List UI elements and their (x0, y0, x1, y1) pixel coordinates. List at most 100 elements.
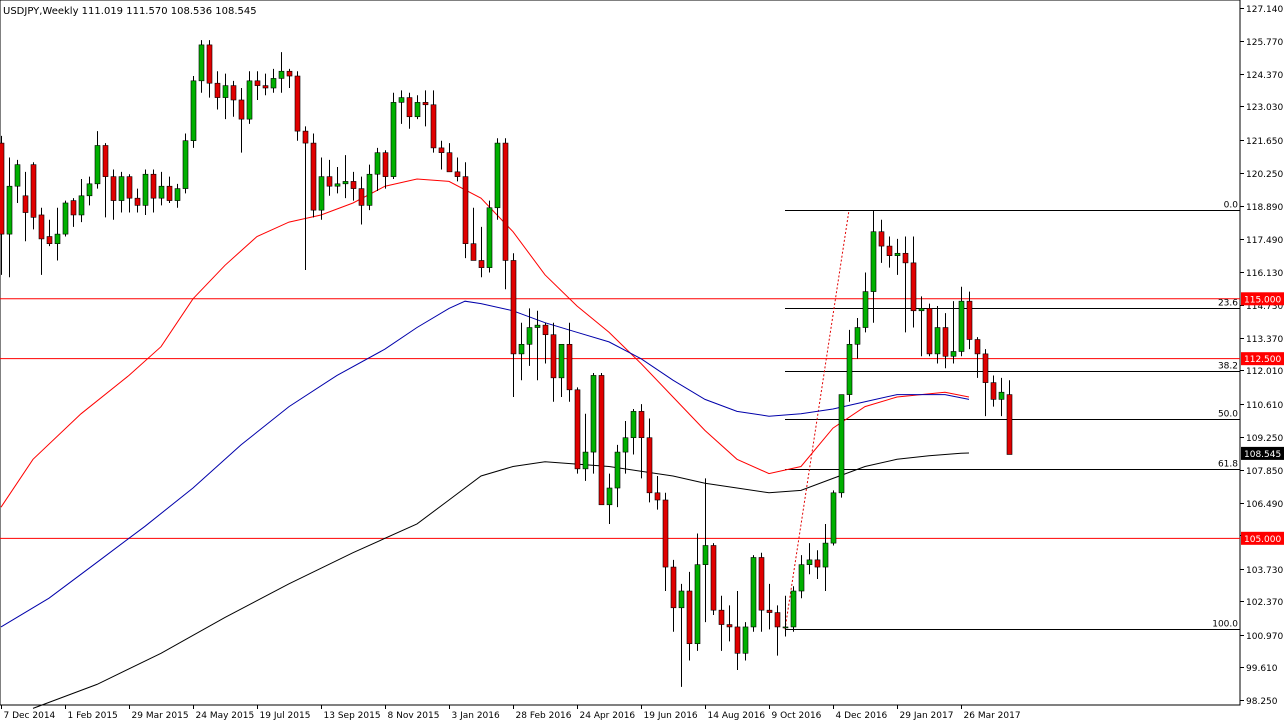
y-tick-label: 124.370 (1246, 71, 1283, 81)
candle-body (998, 391, 1005, 400)
time-axis: 7 Dec 2014 1 Feb 2015 29 Mar 2015 24 May 20… (1, 705, 1021, 721)
candle-body (326, 176, 333, 187)
candle-body (358, 188, 365, 206)
candle-body (318, 176, 325, 211)
y-tick-label: 103.730 (1246, 566, 1283, 576)
plot-frame (0, 0, 1241, 706)
candle-body (38, 214, 45, 240)
candle-body (846, 343, 853, 395)
y-tick-label: 117.490 (1246, 236, 1283, 246)
candle-body (630, 411, 637, 439)
x-tick-label: 26 Mar 2017 (964, 711, 1021, 721)
candle-body (374, 152, 381, 175)
x-tick-label: 14 Aug 2016 (708, 711, 766, 721)
candle-body (862, 291, 869, 328)
fib-level-label: 61.8 (1218, 460, 1238, 470)
candle-body (30, 164, 37, 218)
candle-body (238, 99, 245, 120)
candle-body (390, 102, 397, 177)
fib-trend-line (784, 210, 850, 630)
fib-level-label: 50.0 (1218, 410, 1238, 420)
candle-body (646, 437, 653, 494)
y-tick-label: 98.250 (1246, 697, 1278, 707)
x-tick-label: 4 Dec 2016 (836, 711, 888, 721)
candle-body (542, 324, 549, 336)
candle-body (798, 564, 805, 592)
y-tick-label: 102.370 (1246, 598, 1283, 608)
candle-body (166, 185, 173, 201)
candle-body (510, 260, 517, 355)
candle-body (502, 142, 509, 261)
y-tick-label: 112.010 (1246, 367, 1283, 377)
candle-body (198, 44, 205, 82)
candle-body (206, 44, 213, 84)
fib-level-label: 0.0 (1224, 201, 1239, 211)
candle-body (494, 142, 501, 209)
x-tick-label: 28 Feb 2016 (516, 711, 572, 721)
candle-body (838, 394, 845, 494)
candle-body (718, 609, 725, 625)
y-tick-label: 118.890 (1246, 203, 1283, 213)
candle-body (910, 262, 917, 312)
candle-body (622, 437, 629, 453)
candle-body (790, 590, 797, 628)
candle-body (758, 557, 765, 611)
x-tick-label: 13 Sep 2015 (324, 711, 381, 721)
current-price-tag (1241, 446, 1284, 460)
candle-body (406, 97, 413, 118)
candle-body (550, 334, 557, 379)
candle-body (574, 389, 581, 470)
candle-body (958, 300, 965, 352)
candle-body (70, 200, 77, 216)
candle-body (430, 104, 437, 149)
candle-body (902, 252, 909, 264)
candle-body (606, 487, 613, 506)
x-tick-label: 7 Dec 2014 (4, 711, 56, 721)
x-tick-label: 29 Mar 2015 (132, 711, 189, 721)
candle-body (0, 142, 5, 235)
candle-body (62, 202, 69, 235)
candle-body (294, 75, 301, 132)
candle-body (566, 343, 573, 391)
candle-body (582, 451, 589, 470)
candle-body (558, 343, 565, 379)
y-tick-label: 127.140 (1246, 5, 1283, 15)
candle-body (86, 183, 93, 197)
fib-level-label: 38.2 (1218, 362, 1238, 372)
moving-average-line (32, 452, 970, 709)
candle-body (310, 142, 317, 211)
candle-body (966, 300, 973, 340)
level-price-tag (1241, 531, 1284, 545)
candle-body (526, 327, 533, 345)
candle-body (598, 375, 605, 506)
candle-body (422, 102, 429, 106)
candle-body (102, 145, 109, 177)
candle-body (46, 236, 53, 244)
candle-body (974, 339, 981, 355)
y-tick-label: 116.130 (1246, 269, 1283, 279)
price-tags: 115.000 112.500 105.000 108.545 (1241, 292, 1284, 545)
candle-body (262, 85, 269, 89)
x-tick-label: 1 Feb 2015 (68, 711, 118, 721)
candle-body (6, 185, 13, 235)
candle-body (1006, 394, 1013, 455)
candle-body (446, 152, 453, 173)
candle-body (534, 324, 541, 328)
x-tick-label: 19 Jul 2015 (260, 711, 311, 721)
y-tick-label: 109.250 (1246, 434, 1283, 444)
current-price-tag-text: 108.545 (1244, 450, 1281, 460)
y-tick-label: 123.030 (1246, 103, 1283, 113)
x-tick-label: 24 May 2015 (196, 711, 255, 721)
candle-body (286, 70, 293, 77)
candle-body (814, 559, 821, 568)
candle-body (830, 492, 837, 544)
candle-body (462, 176, 469, 244)
chart-title: USDJPY,Weekly 111.019 111.570 108.536 10… (3, 6, 257, 17)
candle-body (174, 188, 181, 201)
candle-body (638, 411, 645, 439)
x-tick-label: 9 Oct 2016 (772, 711, 822, 721)
y-tick-label: 125.770 (1246, 38, 1283, 48)
x-tick-label: 19 Jun 2016 (644, 711, 698, 721)
